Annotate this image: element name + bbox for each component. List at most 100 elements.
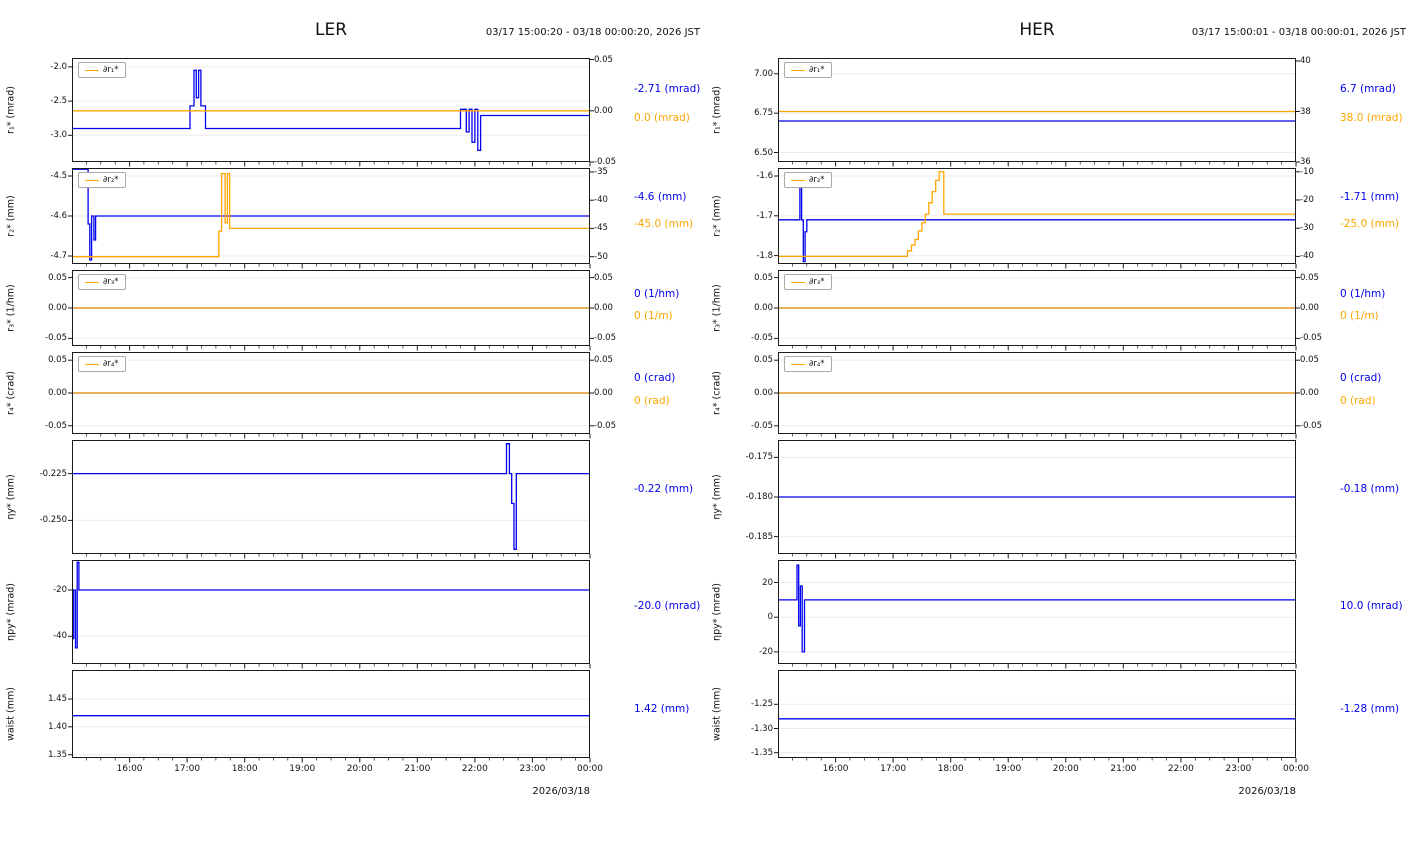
legend-label: ∂r₁* — [809, 65, 825, 75]
readout-values: -20.0 (mrad) — [626, 560, 706, 664]
y-axis-label: waist (mm) — [711, 687, 723, 741]
y-tick-label: 1.40 — [48, 721, 67, 732]
right-tick-labels: 0.05 0.00 -0.05 — [590, 352, 626, 434]
readout-orange: 0 (1/m) — [634, 309, 673, 322]
readout-values: -1.71 (mm) -25.0 (mm) — [1332, 168, 1412, 264]
y-tick-label: 0.00 — [754, 388, 773, 398]
y-axis-label: r₃* (1/hm) — [711, 284, 723, 332]
legend-label: ∂r₄* — [103, 359, 119, 369]
right-tick-labels: 0.05 0.00 -0.05 — [1296, 352, 1332, 434]
y-tick-label: -0.225 — [39, 468, 67, 479]
y-tick-label-right: -45 — [594, 223, 608, 234]
readout-values: -4.6 (mm) -45.0 (mm) — [626, 168, 706, 264]
y-tick-label: -2.5 — [50, 96, 67, 107]
y-tick-label: -1.6 — [756, 170, 773, 181]
readout-orange: -25.0 (mm) — [1340, 217, 1400, 230]
readout-blue: 0 (1/hm) — [1340, 288, 1386, 301]
x-tick-label: 17:00 — [174, 764, 201, 774]
x-tick-label: 23:00 — [1225, 764, 1252, 774]
readout-blue: -20.0 (mrad) — [634, 599, 701, 612]
x-axis-ticks-ler: 16:00 17:00 18:00 19:00 20:00 21:00 22:00 23:00… — [72, 764, 603, 778]
y-axis-label-wrap: r₂* (mm) — [0, 168, 22, 264]
plot-area: ∂r₁* — [774, 58, 1300, 167]
y-tick-label-right: 38 — [1300, 106, 1311, 117]
legend-label: ∂r₁* — [103, 65, 119, 75]
chart-panel: r₃* (1/hm) 0.05 0.00 -0.05 ∂r₃* 0.05 0.00 -0.05… — [0, 270, 706, 351]
time-range-label-ler: 03/17 15:00:20 - 03/18 00:00:20, 2026 JS… — [485, 27, 700, 38]
y-tick-label: 0.00 — [754, 303, 773, 313]
right-tick-labels — [1296, 440, 1332, 554]
plot-frame — [72, 670, 590, 758]
chart-panel: r₁* (mrad) 7.00 6.75 6.50 ∂r₁* 40 38 36 6.7 (mra… — [706, 56, 1412, 167]
left-tick-labels: 0.05 0.00 -0.05 — [22, 270, 72, 346]
right-tick-labels — [590, 440, 626, 554]
right-tick-labels: 0.05 0.00 -0.05 — [590, 55, 626, 167]
y-axis-label-wrap: ηy* (mm) — [0, 440, 22, 554]
y-tick-label-right: -10 — [1300, 166, 1314, 177]
plot-area: ∂r₃* — [774, 270, 1300, 351]
legend-label: ∂r₃* — [103, 277, 119, 287]
y-tick-label: -0.185 — [745, 531, 773, 542]
x-tick-label: 18:00 — [937, 764, 964, 774]
legend-line-sample — [791, 69, 805, 71]
plot-frame — [72, 352, 590, 434]
y-tick-label: -0.05 — [45, 333, 67, 344]
y-axis-label: r₂* (mm) — [5, 195, 17, 237]
x-tick-label: 16:00 — [822, 764, 849, 774]
y-tick-label: -20 — [53, 585, 67, 596]
y-tick-label: -1.7 — [756, 210, 773, 221]
y-axis-label: ηy* (mm) — [711, 474, 723, 520]
y-axis-label: ηpy* (mrad) — [5, 583, 17, 641]
plot-frame — [72, 168, 590, 264]
readout-values: 6.7 (mrad) 38.0 (mrad) — [1332, 58, 1412, 162]
y-tick-label-right: 0.05 — [594, 272, 613, 283]
x-tick-label: 00:00 — [1283, 764, 1309, 774]
chart-panel: ηpy* (mrad) -20 -40 -20.0 (mrad) — [0, 560, 706, 669]
readout-blue: -4.6 (mm) — [634, 191, 687, 204]
readout-blue: -2.71 (mrad) — [634, 82, 701, 95]
plot-area: ∂r₃* — [68, 270, 594, 351]
left-tick-labels: 20 0 -20 — [728, 560, 778, 664]
y-axis-label-wrap: ηpy* (mrad) — [0, 560, 22, 664]
y-axis-label-wrap: r₂* (mm) — [706, 168, 728, 264]
legend-line-sample — [85, 69, 99, 71]
x-tick-label: 16:00 — [116, 764, 143, 774]
readout-blue: 1.42 (mm) — [634, 703, 690, 716]
x-tick-label: 17:00 — [880, 764, 907, 774]
y-tick-label: 0 — [767, 612, 773, 623]
y-tick-label: -1.8 — [756, 250, 773, 261]
legend-line-sample — [85, 281, 99, 283]
y-tick-label: -1.35 — [751, 747, 773, 758]
left-tick-labels: -0.225 -0.250 — [22, 440, 72, 554]
y-tick-label: 0.00 — [48, 388, 67, 398]
y-tick-label-right: -40 — [594, 195, 608, 206]
y-tick-label: 6.50 — [754, 147, 773, 158]
x-tick-label: 19:00 — [995, 764, 1022, 774]
readout-values: 0 (crad) 0 (rad) — [626, 352, 706, 434]
chart-panel: ηy* (mm) -0.175 -0.180 -0.185 -0.18 (mm) — [706, 440, 1412, 559]
readout-values: 0 (1/hm) 0 (1/m) — [1332, 270, 1412, 346]
y-tick-label: -0.05 — [751, 333, 773, 344]
y-tick-label-right: -0.05 — [594, 157, 616, 167]
x-tick-label: 21:00 — [1110, 764, 1137, 774]
y-tick-label: 7.00 — [754, 68, 773, 79]
plot-frame — [778, 58, 1296, 162]
x-axis-ticks-her: 16:00 17:00 18:00 19:00 20:00 21:00 22:00 23:00… — [778, 764, 1309, 778]
readout-blue: -1.28 (mm) — [1340, 703, 1400, 716]
readout-values: -1.28 (mm) — [1332, 670, 1412, 758]
plot-area — [774, 440, 1297, 559]
y-tick-label: 20 — [762, 577, 773, 588]
y-tick-label-right: 40 — [1300, 56, 1311, 67]
chart-panel: r₄* (crad) 0.05 0.00 -0.05 ∂r₄* 0.05 0.00 -0.05… — [0, 352, 706, 439]
y-axis-label-wrap: r₃* (1/hm) — [706, 270, 728, 346]
y-axis-label: r₄* (crad) — [5, 371, 17, 415]
legend-line-sample — [791, 179, 805, 181]
left-tick-labels: -4.5 -4.6 -4.7 — [22, 168, 72, 264]
y-tick-label: -4.5 — [50, 171, 67, 181]
x-axis-date-her: 2026/03/18 — [1238, 786, 1296, 797]
y-tick-label: -1.25 — [751, 699, 773, 710]
y-tick-label-right: 0.05 — [1300, 355, 1319, 366]
y-tick-label: -20 — [759, 646, 773, 657]
legend-box: ∂r₁* — [784, 62, 832, 78]
x-tick-label: 22:00 — [1167, 764, 1194, 774]
